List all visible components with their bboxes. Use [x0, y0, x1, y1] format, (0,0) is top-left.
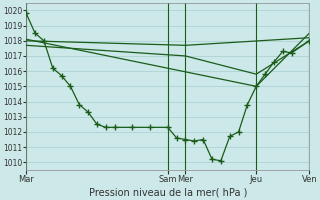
X-axis label: Pression niveau de la mer( hPa ): Pression niveau de la mer( hPa ) [89, 187, 247, 197]
